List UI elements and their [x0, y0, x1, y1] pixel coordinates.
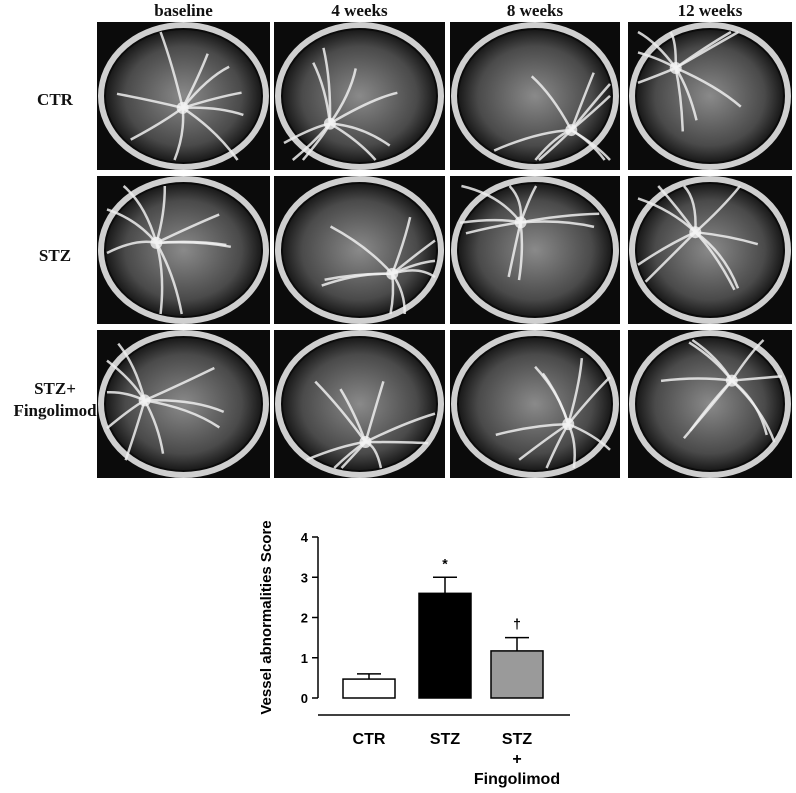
optic-disc [359, 436, 372, 449]
vessel [144, 399, 221, 429]
x-tick-label: CTR [352, 731, 386, 748]
vessel [567, 357, 584, 425]
fundus-field [283, 338, 436, 470]
fundus-ring [451, 176, 619, 324]
vessel [520, 212, 600, 224]
optic-disc [323, 117, 336, 130]
vessel [675, 66, 742, 108]
vessel [159, 31, 184, 109]
optic-disc [386, 267, 399, 280]
fundus-field [106, 338, 261, 470]
fundus-field [283, 184, 436, 316]
vessel [322, 47, 332, 124]
vessel [534, 365, 570, 425]
vessel [365, 440, 429, 445]
vessel [694, 185, 742, 234]
y-tick-label: 2 [301, 611, 308, 626]
optic-disc [138, 394, 151, 407]
y-axis-label: Vessel abnormalities Score [258, 520, 275, 714]
vessel [495, 422, 569, 437]
vessel [181, 106, 239, 161]
optic-disc [176, 101, 189, 114]
x-tick-label: STZ [429, 731, 461, 748]
fundus-ring [629, 176, 791, 324]
vessel [461, 184, 522, 224]
column-label: 8 weeks [506, 1, 564, 20]
row-label: STZ [38, 246, 72, 265]
vessel [731, 379, 768, 436]
bar [490, 650, 544, 699]
fundus-ring [451, 330, 619, 478]
vessel [314, 380, 367, 443]
optic-disc [725, 374, 738, 387]
column-label: 4 weeks [331, 1, 388, 20]
vessel [144, 398, 225, 414]
y-tick-label: 1 [301, 651, 308, 666]
optic-disc [562, 418, 575, 431]
fundus-ring [451, 22, 619, 170]
column-label: 12 weeks [677, 1, 743, 20]
optic-disc [565, 124, 578, 137]
vessel [321, 272, 393, 287]
fundus-grid [97, 22, 792, 478]
optic-disc [669, 61, 682, 74]
vessel [493, 128, 572, 152]
significance-mark: * [442, 555, 448, 571]
fundus-field [106, 184, 261, 316]
fundus-field [106, 30, 261, 162]
optic-disc [689, 226, 702, 239]
y-tick-label: 4 [301, 530, 309, 545]
vessel [155, 242, 183, 315]
row-label: STZ+ Fingolimod [13, 379, 97, 420]
vessel [660, 377, 732, 383]
fundus-ring [629, 22, 791, 170]
fundus-ring [275, 22, 444, 170]
fundus-ring [98, 22, 269, 170]
fundus-field [459, 338, 611, 470]
vessel [156, 240, 232, 249]
optic-disc [514, 216, 527, 229]
row-label: CTR [37, 90, 73, 109]
column-label: baseline [154, 1, 213, 20]
fundus-field [283, 30, 436, 162]
fundus-ring [275, 176, 444, 324]
x-tick-label: STZ + Fingolimod [473, 731, 561, 788]
significance-mark: † [513, 616, 521, 632]
fundus-ring [98, 176, 269, 324]
vessel [364, 412, 436, 444]
vessel [181, 65, 230, 109]
bar [342, 678, 396, 699]
fundus-ring [98, 330, 269, 478]
vessel [567, 376, 611, 425]
vessel [530, 75, 573, 131]
vessel [329, 91, 398, 125]
optic-disc [150, 236, 163, 249]
vessel [329, 225, 394, 275]
bar-chart: 0 1 2 3 4 Vessel abnormalities Score * † [258, 520, 570, 716]
fundus-ring [629, 330, 791, 478]
fundus-field [459, 184, 611, 316]
vessel [122, 185, 158, 244]
y-tick-label: 0 [301, 691, 308, 706]
vessel [155, 213, 220, 245]
bar [418, 592, 472, 699]
fundus-ring [275, 330, 444, 478]
y-tick-label: 3 [301, 570, 308, 585]
vessel [675, 30, 739, 70]
vessel [144, 366, 215, 402]
